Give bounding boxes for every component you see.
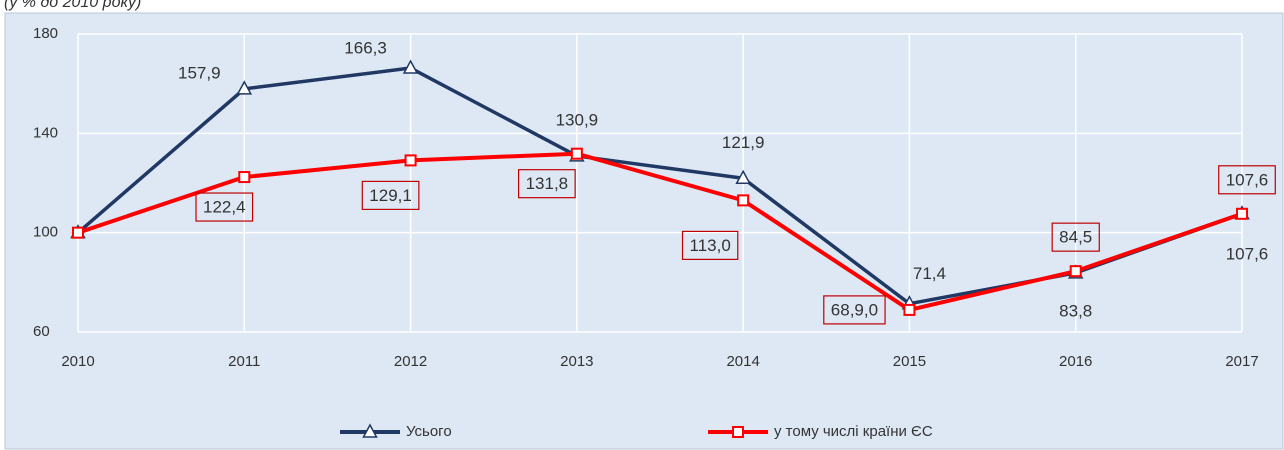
legend-marker — [732, 426, 744, 438]
data-label: 131,8 — [526, 174, 569, 193]
data-label: 107,6 — [1226, 244, 1269, 263]
legend-label: у тому числі країни ЄС — [774, 423, 933, 440]
data-label: 113,0 — [690, 236, 731, 255]
data-label: 157,9 — [178, 63, 221, 82]
data-label-box — [1051, 222, 1100, 252]
legend-label: Усього — [406, 423, 452, 440]
point — [737, 194, 750, 207]
x-tick-label: 2012 — [394, 353, 427, 370]
point — [404, 154, 417, 167]
data-label: 130,9 — [556, 110, 599, 129]
data-label-box — [681, 230, 739, 260]
line — [77, 151, 1243, 312]
point — [402, 59, 419, 74]
data-label: 166,3 — [344, 39, 387, 58]
x-tick-label: 2016 — [1059, 353, 1092, 370]
y-tick-label: 140 — [33, 124, 58, 141]
data-label-box — [361, 180, 420, 211]
legend-marker — [362, 423, 378, 438]
point — [735, 169, 751, 185]
data-label: 122,4 — [203, 198, 246, 217]
data-label: 71,4 — [913, 264, 946, 283]
data-label-box — [823, 295, 886, 325]
data-label: 121,9 — [722, 133, 765, 152]
point — [1069, 265, 1082, 278]
data-label-box — [1218, 165, 1276, 195]
point — [236, 80, 253, 95]
x-tick-label: 2013 — [560, 353, 593, 370]
data-label: 84,5 — [1059, 228, 1092, 247]
data-label-box — [195, 192, 254, 222]
data-label: 129,1 — [369, 186, 412, 205]
point — [570, 147, 583, 160]
point — [238, 171, 251, 184]
y-tick-label: 60 — [33, 323, 50, 340]
chart-background — [4, 12, 1284, 450]
y-tick-label: 180 — [33, 25, 58, 42]
point — [1236, 207, 1248, 220]
y-tick-label: 100 — [33, 224, 58, 241]
x-tick-label: 2011 — [228, 353, 260, 370]
x-tick-label: 2015 — [893, 353, 926, 370]
point — [903, 303, 916, 316]
data-label: 83,8 — [1059, 301, 1092, 320]
x-tick-label: 2014 — [726, 353, 759, 370]
point — [72, 226, 84, 239]
data-label: 68,9,0 — [831, 300, 878, 319]
x-tick-label: 2017 — [1225, 353, 1258, 370]
data-label-box — [517, 169, 576, 199]
data-label: 107,6 — [1226, 170, 1269, 189]
x-tick-label: 2010 — [61, 353, 94, 370]
chart-subtitle: (у % до 2010 року) — [4, 0, 141, 11]
